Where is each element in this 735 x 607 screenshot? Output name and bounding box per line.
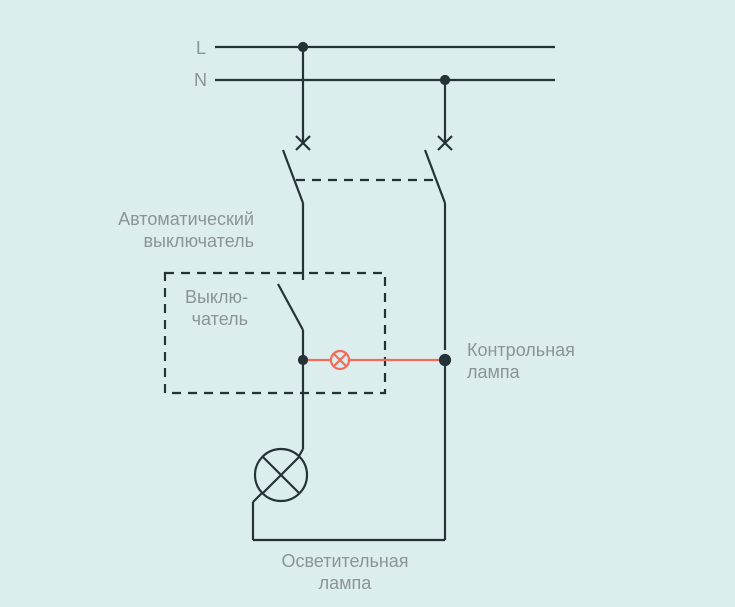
indicator-lamp-group — [299, 351, 450, 369]
lamp-out — [253, 493, 262, 502]
label-mainlamp-1: Осветительная — [281, 551, 408, 571]
label-breaker-2: выключатель — [143, 231, 254, 251]
label-indicator-2: лампа — [467, 362, 521, 382]
circuit-diagram: L N — [0, 0, 735, 607]
label-mainlamp-2: лампа — [319, 573, 373, 593]
switch-blade — [278, 284, 303, 330]
label-switch-2: чатель — [192, 309, 248, 329]
breaker-blade-left — [283, 150, 303, 203]
breaker-blade-right — [425, 150, 445, 203]
label-n: N — [194, 70, 207, 90]
main-lamp — [255, 449, 307, 501]
label-l: L — [196, 38, 206, 58]
label-indicator-1: Контрольная — [467, 340, 575, 360]
lamp-in — [299, 449, 303, 456]
junction-switch-to-indicator — [299, 356, 307, 364]
label-switch-1: Выклю- — [185, 287, 248, 307]
label-breaker-1: Автоматический — [118, 209, 254, 229]
